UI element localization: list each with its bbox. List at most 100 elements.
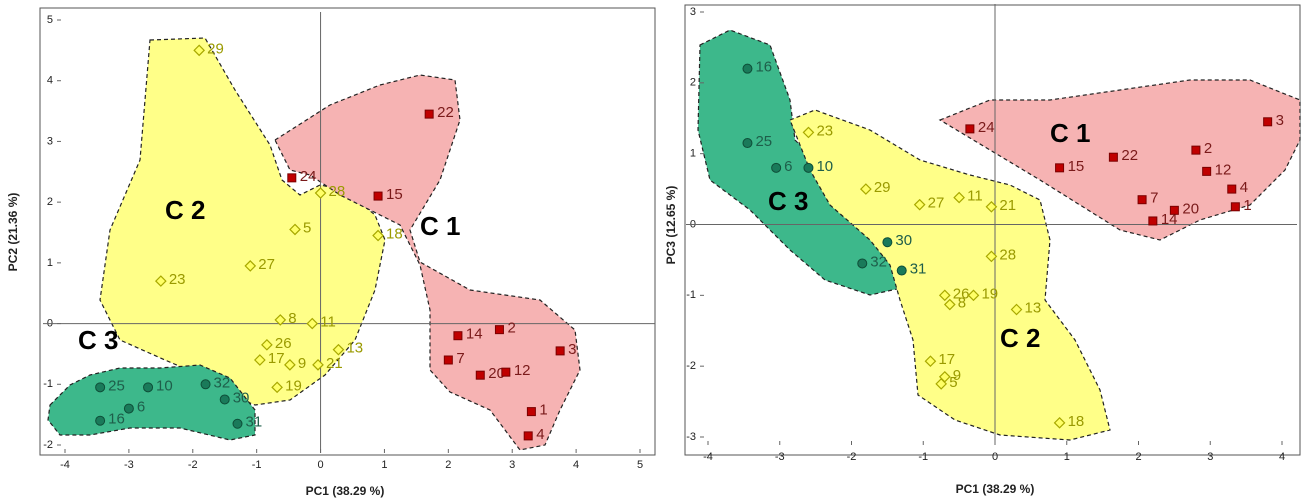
point bbox=[284, 359, 296, 371]
point bbox=[1227, 184, 1237, 194]
x-tick-label: 1 bbox=[1064, 451, 1070, 463]
x-tick-label: 2 bbox=[445, 459, 451, 471]
point bbox=[965, 124, 975, 134]
point-label: 1 bbox=[1243, 197, 1251, 214]
point-label: 2 bbox=[1204, 140, 1212, 157]
point-label: 24 bbox=[978, 119, 995, 136]
point bbox=[1148, 216, 1158, 226]
point bbox=[261, 338, 273, 351]
point bbox=[443, 355, 453, 365]
point bbox=[1191, 145, 1201, 155]
cluster-region bbox=[938, 79, 1301, 241]
x-tick-label: -4 bbox=[703, 451, 713, 463]
point-label: 28 bbox=[999, 246, 1016, 263]
point bbox=[200, 379, 211, 390]
point bbox=[924, 355, 937, 368]
point bbox=[244, 260, 257, 272]
point-label: 11 bbox=[967, 188, 983, 205]
point-label: 28 bbox=[329, 183, 346, 200]
point bbox=[953, 191, 965, 204]
point-label: 24 bbox=[300, 168, 317, 185]
y-tick-label: 3 bbox=[47, 135, 53, 147]
point-label: 10 bbox=[156, 377, 173, 394]
point bbox=[373, 191, 383, 201]
x-tick-label: 2 bbox=[1135, 451, 1141, 463]
point bbox=[232, 418, 243, 429]
point bbox=[938, 370, 951, 383]
point bbox=[943, 298, 956, 311]
point bbox=[742, 138, 753, 149]
point-label: 16 bbox=[108, 411, 125, 428]
point-label: 21 bbox=[999, 197, 1016, 214]
point bbox=[95, 415, 106, 426]
point-label: 29 bbox=[874, 179, 891, 196]
point bbox=[938, 289, 951, 302]
x-tick-label: -2 bbox=[847, 451, 857, 463]
point bbox=[803, 162, 814, 173]
point-label: 27 bbox=[258, 256, 275, 273]
point-label: 9 bbox=[298, 355, 306, 372]
point bbox=[882, 237, 893, 248]
point-label: 19 bbox=[285, 377, 302, 394]
point-label: 32 bbox=[214, 374, 231, 391]
point bbox=[372, 229, 384, 242]
point-label: 25 bbox=[755, 133, 772, 150]
x-tick-label: -1 bbox=[252, 459, 262, 471]
point-label: 1 bbox=[539, 402, 547, 419]
x-tick-label: 5 bbox=[637, 459, 643, 471]
point-label: 8 bbox=[288, 310, 296, 327]
point bbox=[526, 407, 536, 417]
point-label: 7 bbox=[1150, 190, 1158, 207]
point bbox=[1230, 202, 1240, 212]
point-label: 4 bbox=[536, 426, 544, 443]
x-tick-label: 0 bbox=[317, 459, 323, 471]
point-label: 3 bbox=[568, 341, 576, 358]
point-label: 11 bbox=[320, 314, 336, 331]
x-tick-label: 4 bbox=[1279, 451, 1285, 463]
y-tick-label: -2 bbox=[686, 360, 696, 372]
point bbox=[219, 394, 230, 405]
point-label: 27 bbox=[928, 195, 945, 212]
cluster-label: C 1 bbox=[420, 211, 460, 241]
x-axis-title: PC1 (38.29 %) bbox=[956, 482, 1035, 496]
point-label: 21 bbox=[326, 355, 343, 372]
y-tick-label: -2 bbox=[43, 439, 53, 451]
point bbox=[154, 275, 167, 287]
y-tick-label: -3 bbox=[686, 431, 696, 443]
point-label: 17 bbox=[938, 351, 955, 368]
point-label: 31 bbox=[246, 414, 263, 431]
point bbox=[287, 173, 297, 183]
point-label: 23 bbox=[169, 271, 186, 288]
point-label: 23 bbox=[816, 122, 833, 139]
point-label: 4 bbox=[1240, 179, 1248, 196]
point-label: 31 bbox=[910, 261, 927, 278]
point bbox=[289, 223, 301, 236]
point-label: 32 bbox=[870, 253, 887, 270]
point bbox=[475, 370, 485, 380]
x-axis-title: PC1 (38.29 %) bbox=[306, 484, 385, 498]
point-label: 16 bbox=[755, 59, 772, 76]
point-label: 13 bbox=[346, 340, 363, 357]
point-label: 29 bbox=[207, 40, 224, 57]
x-tick-label: -2 bbox=[188, 459, 198, 471]
cluster-region bbox=[789, 109, 1111, 441]
point-label: 22 bbox=[1121, 147, 1138, 164]
point bbox=[193, 44, 206, 57]
x-tick-label: -1 bbox=[918, 451, 928, 463]
point bbox=[523, 431, 533, 441]
cluster-region bbox=[99, 37, 386, 406]
x-tick-label: 3 bbox=[1207, 451, 1213, 463]
point-label: 9 bbox=[953, 367, 961, 384]
point bbox=[274, 314, 287, 326]
point bbox=[254, 354, 266, 366]
point bbox=[314, 187, 327, 199]
point bbox=[143, 382, 154, 393]
point bbox=[771, 162, 782, 173]
cluster-label: C 2 bbox=[1000, 323, 1040, 353]
x-tick-label: 4 bbox=[573, 459, 579, 471]
point-label: 17 bbox=[268, 350, 285, 367]
x-tick-label: -3 bbox=[124, 459, 134, 471]
x-tick-label: 0 bbox=[992, 451, 998, 463]
